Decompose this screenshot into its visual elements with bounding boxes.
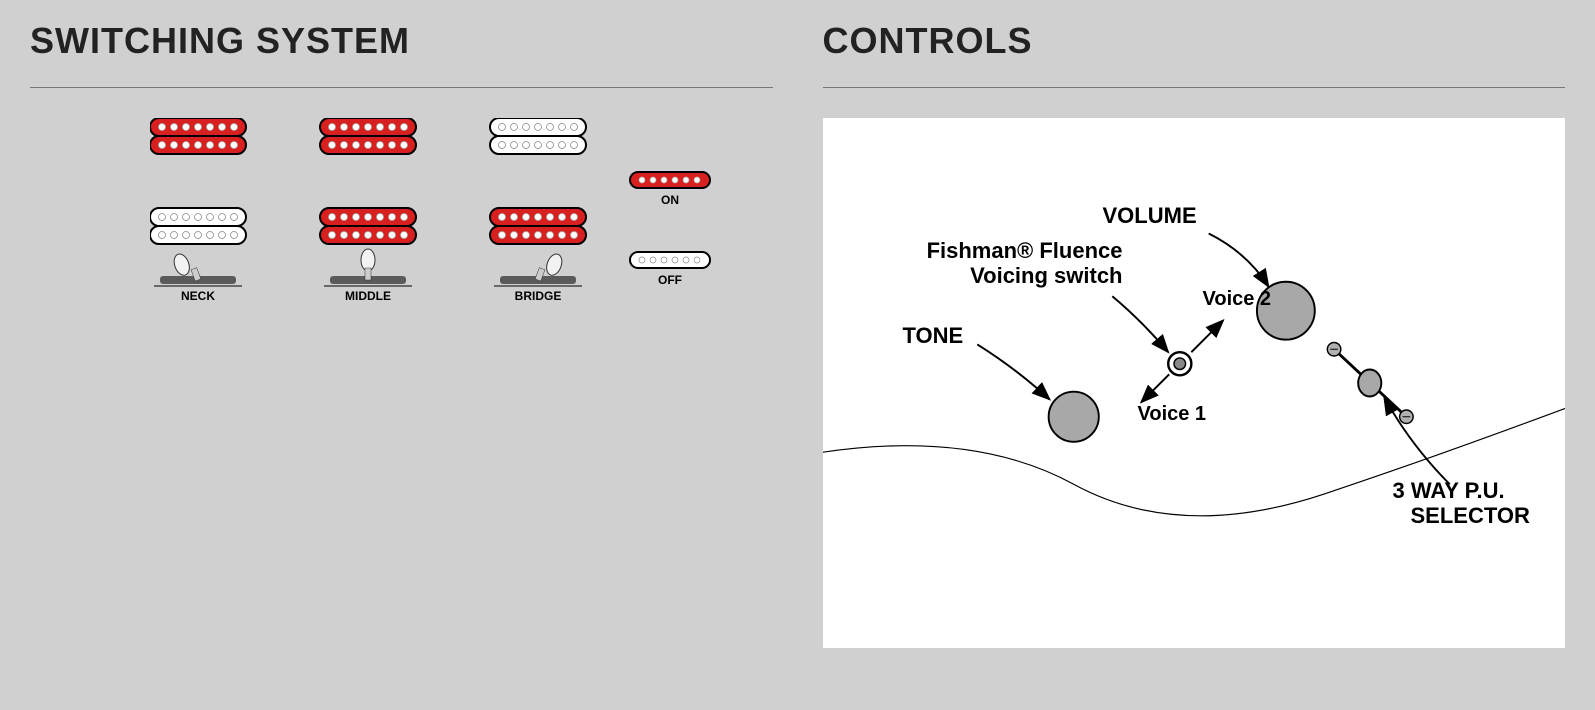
selector-label-line1: 3 WAY P.U. (1393, 478, 1505, 504)
switching-diagram: NECK MIDDLE (30, 118, 773, 373)
controls-title: CONTROLS (823, 20, 1566, 62)
selector-label-line2: SELECTOR (1411, 503, 1530, 529)
legend-on: ON (661, 193, 679, 207)
voicing-arrow (1112, 296, 1168, 352)
switching-title: SWITCHING SYSTEM (30, 20, 773, 62)
switch-position-neck: NECK (150, 118, 246, 303)
tone-arrow (977, 344, 1049, 399)
tone-knob (1048, 392, 1098, 442)
pickup-selector (1327, 343, 1413, 424)
divider (823, 87, 1566, 88)
voice1-arrow (1141, 374, 1169, 402)
volume-arrow (1208, 234, 1268, 287)
controls-section: CONTROLS (823, 20, 1566, 648)
volume-label: VOLUME (1103, 203, 1197, 229)
voice2-label: Voice 2 (1203, 288, 1272, 311)
divider (30, 87, 773, 88)
controls-diagram: VOLUME Fishman® Fluence Voicing switch T… (823, 118, 1566, 648)
bridge-label: BRIDGE (515, 289, 562, 303)
voicing-label-line1: Fishman® Fluence (913, 238, 1123, 264)
selector-arrow (1384, 397, 1450, 484)
legend-off: OFF (658, 273, 682, 287)
switch-position-middle: MIDDLE (320, 118, 416, 303)
switching-system-section: SWITCHING SYSTEM (30, 20, 773, 648)
voicing-label-line2: Voicing switch (913, 263, 1123, 289)
tone-label: TONE (903, 323, 964, 349)
legend: ON OFF (630, 172, 710, 287)
voicing-switch (1168, 352, 1191, 375)
voice2-arrow (1191, 320, 1223, 352)
voice1-label: Voice 1 (1138, 403, 1207, 426)
switch-position-bridge: BRIDGE (490, 118, 586, 303)
middle-label: MIDDLE (345, 289, 391, 303)
neck-label: NECK (181, 289, 215, 303)
